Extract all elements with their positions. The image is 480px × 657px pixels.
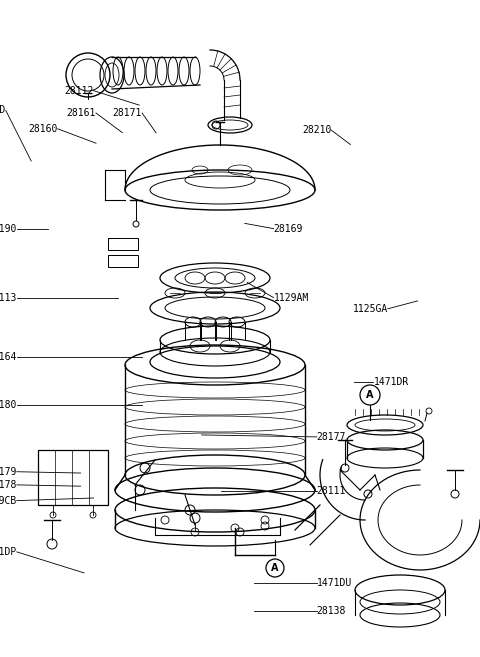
Text: 28190: 28190	[0, 223, 17, 234]
Text: 28171: 28171	[113, 108, 142, 118]
Text: 28210: 28210	[302, 125, 331, 135]
Text: A: A	[271, 563, 279, 573]
Text: 28178: 28178	[0, 480, 17, 490]
Text: 28177: 28177	[317, 432, 346, 442]
Text: 28164: 28164	[0, 351, 17, 362]
Text: 1471DU: 1471DU	[317, 578, 352, 588]
Text: 28169: 28169	[274, 223, 303, 234]
Text: 1129ED: 1129ED	[0, 105, 6, 116]
Text: 1471DR: 1471DR	[373, 377, 408, 388]
Text: 28160: 28160	[28, 124, 58, 134]
Text: 28112: 28112	[64, 85, 94, 96]
Text: 28111: 28111	[317, 486, 346, 497]
Text: 28138: 28138	[317, 606, 346, 616]
Text: 1125GA: 1125GA	[353, 304, 388, 314]
Text: 1471DP: 1471DP	[0, 547, 17, 557]
Text: 28180: 28180	[0, 400, 17, 411]
Text: 28161: 28161	[67, 108, 96, 118]
Text: 28113: 28113	[0, 292, 17, 303]
Text: A: A	[366, 390, 374, 400]
Text: 1129AM: 1129AM	[274, 292, 309, 303]
Text: 28179: 28179	[0, 466, 17, 477]
Text: 1229CB: 1229CB	[0, 495, 17, 506]
